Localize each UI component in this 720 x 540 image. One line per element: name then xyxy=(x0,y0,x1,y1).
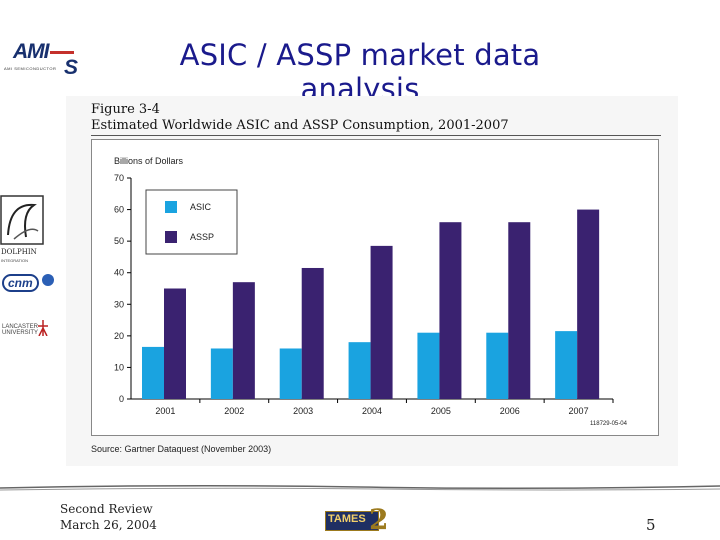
page-number: 5 xyxy=(646,516,656,534)
y-tick-label: 0 xyxy=(119,394,124,404)
bar-asic-2006 xyxy=(486,332,509,399)
ami-logo-s: S xyxy=(64,56,79,79)
x-tick-label: 2004 xyxy=(362,406,382,416)
figure-code: 118729-05-04 xyxy=(590,421,627,427)
bar-asic-2002 xyxy=(210,348,233,399)
bar-assp-2002 xyxy=(232,282,255,399)
bar-asic-2001 xyxy=(142,346,164,399)
y-tick-label: 70 xyxy=(114,173,124,183)
x-tick-label: 2007 xyxy=(569,406,589,416)
cnm-logo-text: cnm xyxy=(2,274,39,292)
figure-divider xyxy=(91,135,661,136)
figure-caption: Estimated Worldwide ASIC and ASSP Consum… xyxy=(91,118,509,133)
tames-logo-text: TAMES xyxy=(328,513,366,525)
cnm-logo: cnm xyxy=(0,274,56,294)
bar-asic-2007 xyxy=(555,331,578,399)
bar-asic-2003 xyxy=(279,348,302,399)
bar-assp-2007 xyxy=(577,209,600,399)
ami-logo-tagline: AMI SEMICONDUCTOR xyxy=(4,66,57,71)
ami-logo-text: AMI xyxy=(13,40,49,63)
legend-swatch-assp xyxy=(165,231,177,243)
lancaster-logo-text: LANCASTER UNIVERSITY xyxy=(2,324,39,336)
bar-assp-2003 xyxy=(301,267,324,399)
y-tick-label: 40 xyxy=(114,268,124,278)
bar-assp-2005 xyxy=(439,222,462,399)
x-tick-label: 2006 xyxy=(500,406,520,416)
dolphin-logo-text: DOLPHIN xyxy=(1,248,37,256)
footer-divider xyxy=(0,484,720,491)
legend-label-asic: ASIC xyxy=(190,202,212,212)
bar-assp-2001 xyxy=(164,288,186,399)
y-tick-label: 10 xyxy=(114,362,124,372)
legend-swatch-asic xyxy=(165,201,177,213)
y-tick-label: 50 xyxy=(114,236,124,246)
x-tick-label: 2002 xyxy=(224,406,244,416)
bar-assp-2006 xyxy=(508,222,531,399)
lancaster-logo-icon xyxy=(38,320,48,336)
cnm-logo-circle-icon xyxy=(42,274,54,286)
y-tick-label: 20 xyxy=(114,331,124,341)
bar-assp-2004 xyxy=(370,245,393,399)
tames-logo: TAMES 2 xyxy=(325,503,391,537)
ami-logo: AMI S AMI SEMICONDUCTOR xyxy=(0,40,80,80)
footer-review: Second Review xyxy=(60,502,153,516)
bar-asic-2005 xyxy=(417,332,440,399)
legend-label-assp: ASSP xyxy=(190,232,214,242)
x-tick-label: 2001 xyxy=(155,406,175,416)
y-tick-label: 60 xyxy=(114,205,124,215)
figure-source: Source: Gartner Dataquest (November 2003… xyxy=(91,444,272,454)
dolphin-logo-icon xyxy=(0,195,44,245)
slide-title: ASIC / ASSP market data analysis xyxy=(179,38,541,106)
bar-asic-2004 xyxy=(348,342,371,399)
ami-logo-bar xyxy=(50,51,74,54)
partner-logos: DOLPHIN INTEGRATION cnm LANCASTER UNIVER… xyxy=(0,190,60,350)
dolphin-logo-subtext: INTEGRATION xyxy=(1,258,29,263)
y-tick-label: 30 xyxy=(114,299,124,309)
figure-label: Figure 3-4 xyxy=(91,102,160,117)
tames-logo-number: 2 xyxy=(369,503,389,536)
x-tick-label: 2005 xyxy=(431,406,451,416)
tames-logo-box xyxy=(325,511,379,531)
legend-box xyxy=(145,189,238,255)
footer-date: March 26, 2004 xyxy=(60,518,157,532)
y-axis-title: Billions of Dollars xyxy=(114,156,184,166)
x-tick-label: 2003 xyxy=(293,406,313,416)
